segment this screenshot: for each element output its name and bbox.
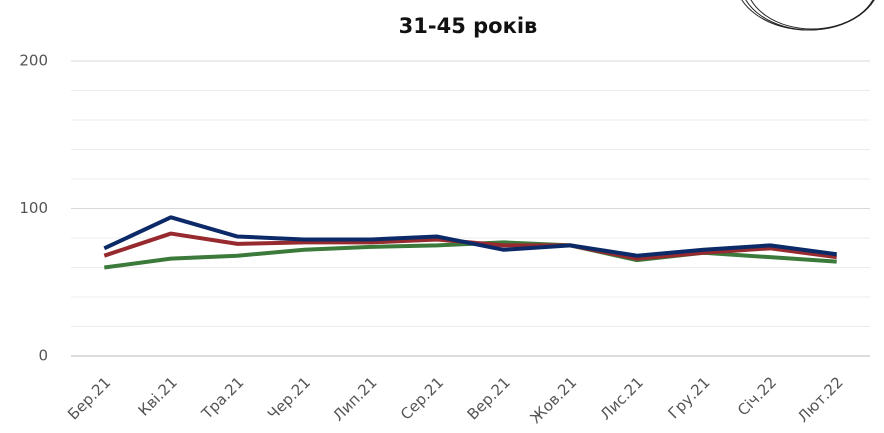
x-tick-label: Вер.21: [464, 373, 514, 423]
x-tick-label: Гру.21: [664, 373, 713, 422]
x-tick-label: Лис.21: [597, 373, 647, 423]
series-line: [104, 217, 836, 255]
x-tick-label: Лип.21: [329, 373, 380, 424]
x-tick-label: Бер.21: [64, 373, 114, 423]
x-tick-label: Чер.21: [264, 373, 314, 423]
x-tick-label: Січ.22: [734, 373, 780, 419]
y-tick-label: 100: [19, 199, 48, 217]
x-tick-label: Тра.21: [197, 373, 247, 423]
chart: 31-45 років 0 100 200 Бер.21 Кві.21 Тра.21 Чер…: [0, 0, 884, 433]
x-tick-label: Лют.22: [794, 373, 847, 426]
series-line: [104, 242, 836, 267]
x-tick-label: Жов.21: [527, 373, 581, 427]
chart-title: 31-45 років: [399, 14, 538, 38]
y-tick-label: 0: [38, 347, 48, 365]
page: {"chart_data": {"type": "line", "title":…: [0, 0, 884, 433]
y-tick-label: 200: [19, 52, 48, 70]
decoration: [735, 0, 881, 30]
x-tick-label: Кві.21: [135, 373, 181, 419]
x-tick-label: Сер.21: [397, 373, 447, 423]
